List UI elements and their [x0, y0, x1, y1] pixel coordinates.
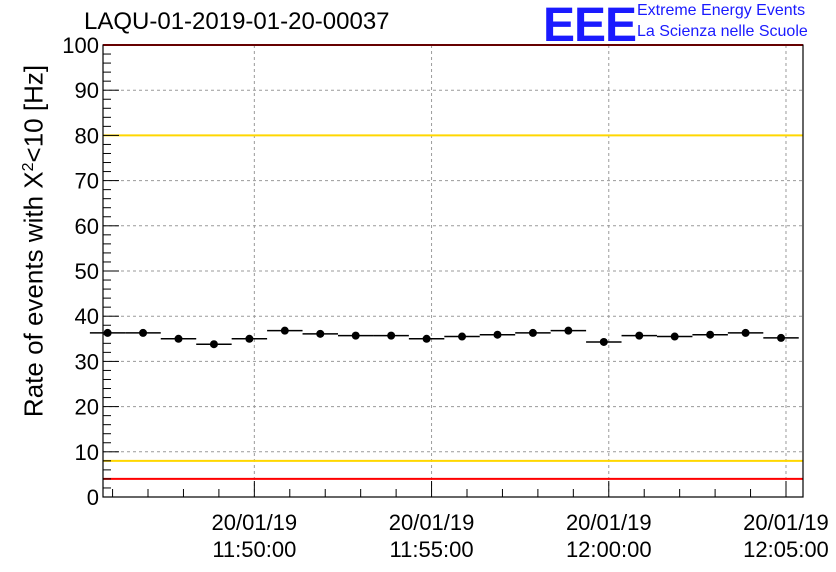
- logo-line-1: Extreme Energy Events: [637, 2, 806, 19]
- data-point: [280, 326, 289, 335]
- data-point: [316, 329, 325, 338]
- x-tick-label-time: 11:55:00: [390, 537, 474, 562]
- y-tick-label: 80: [75, 123, 99, 148]
- y-axis-label-prefix: Rate of events with X: [18, 171, 49, 418]
- data-point: [635, 331, 644, 340]
- data-point: [209, 340, 218, 349]
- y-tick-label: 20: [75, 395, 99, 420]
- data-point: [564, 326, 573, 335]
- data-point: [422, 334, 431, 343]
- data-point: [458, 332, 467, 341]
- x-tick-label-time: 12:00:00: [566, 537, 652, 562]
- y-tick-label: 30: [75, 349, 99, 374]
- y-tick-label: 90: [75, 78, 99, 103]
- data-point: [493, 330, 502, 339]
- logo-line-2: La Scienza nelle Scuole: [637, 23, 808, 40]
- y-tick-label: 60: [75, 214, 99, 239]
- eee-logo-mark: EEE: [543, 0, 637, 52]
- x-tick-label-time: 12:05:00: [743, 537, 829, 562]
- x-tick-label-date: 20/01/19: [566, 510, 652, 535]
- data-point: [103, 328, 112, 337]
- y-axis-label-suffix: <10 [Hz]: [18, 64, 49, 163]
- y-tick-label: 70: [75, 169, 99, 194]
- data-point: [174, 334, 183, 343]
- data-point: [351, 331, 360, 340]
- y-tick-label: 40: [75, 304, 99, 329]
- x-tick-label-date: 20/01/19: [389, 510, 475, 535]
- data-point: [706, 330, 715, 339]
- data-point: [741, 328, 750, 337]
- y-tick-label: 50: [75, 259, 99, 284]
- x-tick-label-time: 11:50:00: [212, 537, 296, 562]
- y-axis-label-sup: 2: [19, 162, 37, 172]
- data-point: [777, 333, 786, 342]
- x-tick-label-date: 20/01/19: [743, 510, 829, 535]
- x-tick-label-date: 20/01/19: [212, 510, 298, 535]
- data-point: [599, 337, 608, 346]
- chart-title: LAQU-01-2019-01-20-00037: [84, 8, 390, 35]
- data-point: [245, 334, 254, 343]
- data-point: [139, 328, 148, 337]
- y-tick-label: 10: [75, 440, 99, 465]
- data-point: [528, 328, 537, 337]
- y-tick-label: 100: [62, 33, 99, 58]
- y-tick-label: 0: [87, 485, 99, 510]
- data-point: [387, 331, 396, 340]
- data-point: [670, 332, 679, 341]
